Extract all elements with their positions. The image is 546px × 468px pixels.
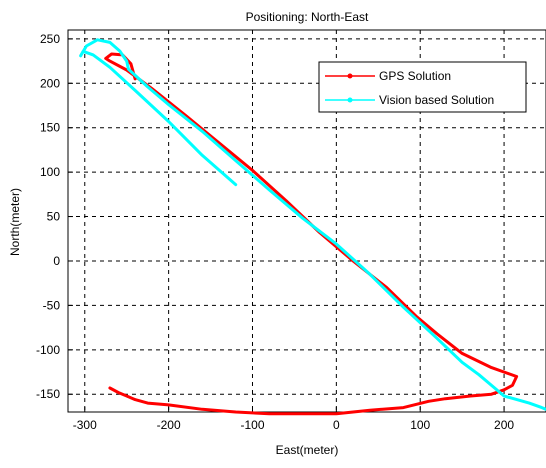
x-tick-label-neg-300: -300 xyxy=(73,418,97,432)
y-axis-title: North(meter) xyxy=(8,188,22,256)
x-tick-label-neg-100: -100 xyxy=(240,418,264,432)
x-tick-label-0: 0 xyxy=(333,418,340,432)
legend-box xyxy=(318,61,527,113)
x-axis-title: East(meter) xyxy=(276,443,339,457)
series-layer xyxy=(79,38,546,416)
legend-label-gps-solution: GPS Solution xyxy=(379,69,451,83)
legend: GPS Solution Vision based Solution xyxy=(318,61,527,113)
legend-marker-gps-solution xyxy=(347,73,353,79)
chart-title: Positioning: North-East xyxy=(246,10,369,24)
x-tick-label-200: 200 xyxy=(494,418,514,432)
y-tick-label-100: 100 xyxy=(40,165,60,179)
x-tick-label-neg-200: -200 xyxy=(157,418,181,432)
y-tick-label-250: 250 xyxy=(40,32,60,46)
y-axis-ticks: -150 -100 -50 0 50 100 150 200 250 xyxy=(36,32,73,401)
y-tick-label-200: 200 xyxy=(40,76,60,90)
y-tick-label-neg-150: -150 xyxy=(36,387,60,401)
y-tick-label-150: 150 xyxy=(40,121,60,135)
y-tick-label-50: 50 xyxy=(47,210,61,224)
x-tick-label-100: 100 xyxy=(410,418,430,432)
y-tick-label-neg-100: -100 xyxy=(36,343,60,357)
y-tick-label-neg-50: -50 xyxy=(43,298,61,312)
legend-label-vision-based-solution: Vision based Solution xyxy=(379,93,494,107)
legend-marker-vision-based-solution xyxy=(347,97,353,103)
y-tick-label-0: 0 xyxy=(53,254,60,268)
x-axis-ticks: -300 -200 -100 0 100 200 xyxy=(73,407,514,432)
series-line-vision-based-solution xyxy=(79,38,546,411)
